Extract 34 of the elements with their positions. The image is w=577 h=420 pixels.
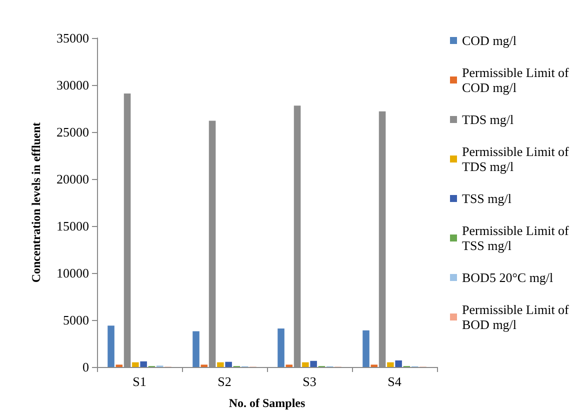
legend-label: Permissible Limit of TSS mg/l (462, 223, 572, 253)
y-tick-label: 15000 (56, 218, 89, 234)
legend-label: TSS mg/l (462, 191, 512, 206)
y-tick-label: 30000 (56, 78, 89, 92)
y-tick-label: 20000 (56, 172, 89, 186)
bar (302, 362, 309, 367)
bar (225, 362, 232, 367)
x-axis-title: No. of Samples (228, 396, 306, 410)
bar (140, 361, 147, 367)
bar (132, 362, 139, 367)
bar (395, 360, 402, 367)
bar (278, 328, 284, 367)
bar (362, 330, 370, 367)
bar (310, 360, 317, 367)
legend-label: Permissible Limit of TDS mg/l (462, 144, 572, 174)
x-tick-label: S3 (302, 374, 316, 389)
y-tick-label: 10000 (56, 266, 89, 280)
legend-label: BOD5 20°C mg/l (462, 270, 554, 285)
x-tick-label: S1 (132, 374, 146, 389)
y-tick-label: 35000 (56, 30, 89, 46)
x-tick-label: S4 (388, 374, 402, 389)
bar (108, 326, 114, 367)
bar (192, 331, 200, 367)
legend-label: TDS mg/l (462, 112, 514, 127)
bar (217, 362, 224, 367)
legend-label: Permissible Limit of COD mg/l (462, 65, 572, 95)
x-tick-label: S2 (218, 374, 232, 389)
bar (387, 362, 394, 367)
y-tick-label: 5000 (63, 312, 89, 328)
y-tick-label: 0 (82, 360, 89, 374)
legend-label: COD mg/l (462, 33, 517, 48)
legend-label: Permissible Limit of BOD mg/l (462, 302, 572, 332)
y-axis-title: Concentration levels in effluent (29, 122, 43, 283)
y-tick-label: 25000 (56, 124, 89, 140)
